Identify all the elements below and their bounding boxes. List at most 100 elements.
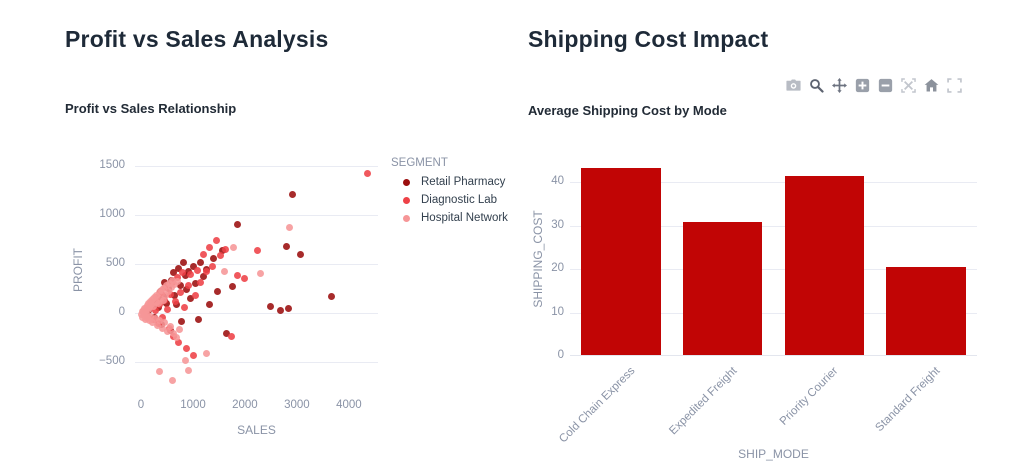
scatter-point[interactable] [223, 330, 231, 338]
zoom-out-button[interactable] [877, 77, 893, 93]
scatter-point[interactable] [167, 284, 175, 292]
scatter-point[interactable] [174, 278, 182, 286]
scatter-point[interactable] [156, 316, 164, 324]
scatter-point[interactable] [241, 274, 249, 282]
bar[interactable] [581, 168, 661, 355]
scatter-point[interactable] [297, 250, 305, 258]
scatter-point[interactable] [171, 292, 179, 299]
scatter-point[interactable] [164, 288, 172, 295]
scatter-point[interactable] [159, 313, 167, 321]
scatter-point[interactable] [206, 300, 214, 308]
scatter-point[interactable] [164, 305, 171, 313]
scatter-point[interactable] [206, 244, 214, 251]
scatter-point[interactable] [276, 306, 284, 314]
scatter-point[interactable] [180, 258, 188, 266]
scatter-point[interactable] [181, 303, 189, 311]
scatter-point[interactable] [192, 280, 200, 288]
scatter-point[interactable] [159, 296, 167, 304]
scatter-point[interactable] [286, 224, 294, 232]
scatter-point[interactable] [158, 325, 166, 333]
scatter-point[interactable] [169, 376, 177, 384]
scatter-point[interactable] [183, 286, 191, 294]
scatter-point[interactable] [229, 283, 237, 291]
legend-item-hospital-network[interactable]: Hospital Network [403, 212, 508, 224]
scatter-point[interactable] [364, 169, 372, 177]
reset-axes-button[interactable] [923, 77, 939, 93]
scatter-point[interactable] [171, 297, 179, 305]
scatter-point[interactable] [168, 277, 176, 285]
scatter-point[interactable] [229, 243, 237, 251]
scatter-point[interactable] [214, 288, 222, 295]
scatter-point[interactable] [256, 270, 264, 278]
scatter-point[interactable] [210, 254, 218, 262]
scatter-point[interactable] [156, 367, 164, 375]
scatter-point[interactable] [167, 291, 175, 298]
autoscale-button[interactable] [900, 77, 916, 93]
bar[interactable] [886, 266, 966, 355]
scatter-point[interactable] [197, 258, 205, 266]
scatter-point[interactable] [162, 300, 170, 308]
scatter-point[interactable] [176, 282, 184, 290]
scatter-point[interactable] [187, 271, 195, 279]
scatter-point[interactable] [234, 220, 242, 228]
scatter-point[interactable] [181, 356, 189, 364]
scatter-point[interactable] [209, 262, 217, 270]
scatter-point[interactable] [184, 366, 192, 374]
scatter-point[interactable] [283, 242, 291, 250]
scatter-point[interactable] [171, 281, 179, 289]
scatter-point[interactable] [194, 266, 202, 274]
scatter-point[interactable] [173, 274, 181, 282]
scatter-point[interactable] [212, 237, 220, 245]
scatter-point[interactable] [165, 280, 173, 288]
legend-item-retail-pharmacy[interactable]: Retail Pharmacy [403, 176, 508, 188]
scatter-point[interactable] [199, 273, 207, 281]
bar[interactable] [682, 222, 763, 355]
scatter-point[interactable] [189, 351, 197, 359]
scatter-point[interactable] [254, 246, 262, 254]
fullscreen-button[interactable] [946, 77, 962, 93]
download-png-button[interactable] [785, 77, 801, 93]
scatter-point[interactable] [161, 292, 169, 299]
scatter-point[interactable] [217, 251, 224, 259]
scatter-point[interactable] [154, 322, 162, 330]
pan-mode-button[interactable] [831, 77, 847, 93]
scatter-point[interactable] [161, 318, 169, 326]
bar-plot-area[interactable] [570, 163, 977, 356]
scatter-point[interactable] [189, 262, 197, 270]
scatter-point[interactable] [147, 312, 155, 320]
scatter-point[interactable] [228, 333, 236, 341]
bar[interactable] [784, 175, 865, 355]
scatter-point[interactable] [151, 315, 159, 322]
scatter-plot-area[interactable] [135, 155, 378, 386]
scatter-point[interactable] [179, 268, 187, 276]
scatter-point[interactable] [233, 272, 241, 280]
scatter-point[interactable] [284, 305, 292, 313]
scatter-point[interactable] [187, 294, 195, 302]
scatter-point[interactable] [175, 338, 183, 346]
scatter-point[interactable] [203, 267, 210, 275]
scatter-point[interactable] [267, 303, 275, 311]
scatter-point[interactable] [185, 267, 193, 275]
zoom-mode-button[interactable] [808, 77, 824, 93]
zoom-in-button[interactable] [854, 77, 870, 93]
scatter-point[interactable] [169, 269, 177, 277]
scatter-point[interactable] [169, 330, 177, 338]
scatter-point[interactable] [174, 264, 182, 272]
scatter-point[interactable] [221, 246, 229, 253]
scatter-point[interactable] [202, 349, 210, 357]
scatter-point[interactable] [154, 300, 162, 308]
scatter-point[interactable] [185, 282, 193, 290]
legend-item-diagnostic-lab[interactable]: Diagnostic Lab [403, 194, 508, 206]
scatter-point[interactable] [175, 326, 183, 334]
scatter-point[interactable] [328, 292, 335, 300]
scatter-point[interactable] [151, 306, 159, 314]
scatter-point[interactable] [178, 318, 185, 326]
scatter-point[interactable] [177, 289, 184, 296]
scatter-point[interactable] [149, 319, 157, 327]
scatter-point[interactable] [194, 315, 202, 323]
scatter-point[interactable] [145, 317, 153, 325]
scatter-point[interactable] [172, 334, 180, 341]
scatter-point[interactable] [221, 267, 229, 275]
scatter-point[interactable] [150, 302, 158, 310]
scatter-point[interactable] [163, 328, 171, 336]
